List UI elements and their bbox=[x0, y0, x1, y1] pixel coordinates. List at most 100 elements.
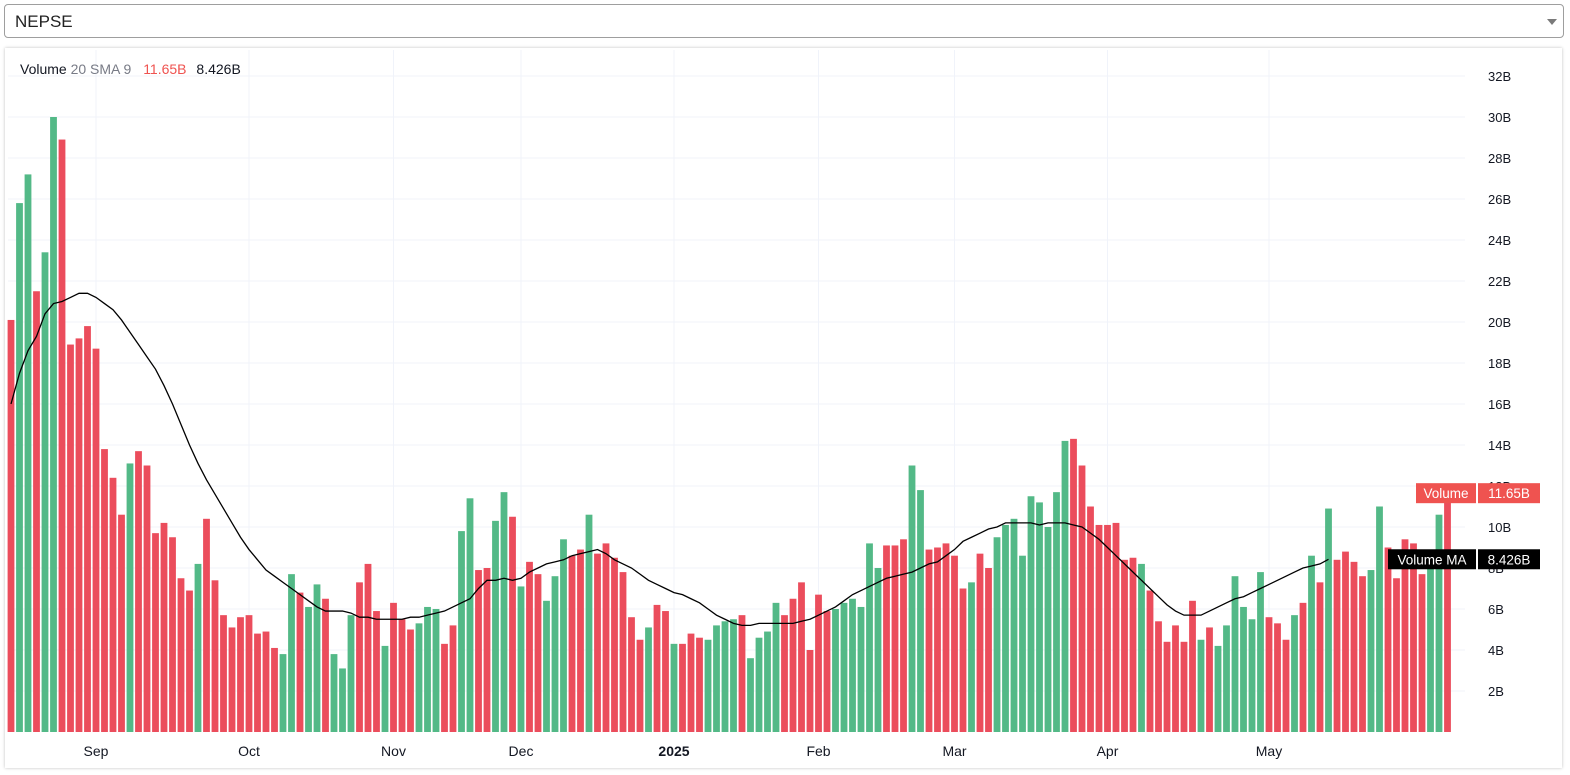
volume-bar bbox=[925, 549, 933, 732]
y-tick-label: 28B bbox=[1488, 151, 1511, 166]
volume-bar bbox=[696, 637, 703, 732]
volume-bar bbox=[228, 627, 236, 732]
volume-bar bbox=[636, 639, 644, 732]
volume-bar bbox=[41, 252, 49, 733]
volume-bar bbox=[747, 658, 754, 732]
volume-bar bbox=[823, 611, 831, 732]
volume-bar bbox=[1418, 574, 1426, 732]
volume-bar bbox=[322, 598, 329, 732]
volume-bar bbox=[305, 606, 312, 732]
volume-bar bbox=[959, 588, 967, 732]
volume-bar bbox=[203, 518, 210, 732]
volume-bar bbox=[364, 563, 372, 732]
volume-bar bbox=[254, 633, 261, 732]
volume-bar bbox=[1282, 639, 1290, 732]
x-tick-label: Dec bbox=[509, 743, 534, 759]
volume-bar bbox=[373, 611, 380, 732]
volume-bar bbox=[186, 590, 193, 732]
volume-bar bbox=[1350, 561, 1358, 732]
volume-bar bbox=[883, 545, 890, 732]
volume-price-label-value-bg bbox=[1478, 483, 1540, 504]
volume-bar bbox=[1342, 551, 1349, 732]
volume-bar bbox=[1427, 553, 1434, 732]
volume-bar bbox=[109, 477, 117, 732]
volume-bar bbox=[1274, 623, 1281, 732]
volume-bar bbox=[262, 631, 270, 732]
x-tick-label: May bbox=[1256, 743, 1282, 759]
volume-bar bbox=[1163, 641, 1171, 732]
x-tick-label: Feb bbox=[806, 743, 830, 759]
volume-bar bbox=[500, 492, 508, 732]
volume-bar bbox=[330, 654, 338, 732]
y-tick-label: 16B bbox=[1488, 397, 1511, 412]
volume-bar bbox=[271, 647, 278, 732]
volume-bar bbox=[849, 598, 856, 732]
volume-bar bbox=[985, 568, 992, 732]
volume-bar bbox=[1112, 522, 1120, 732]
volume-bar bbox=[16, 203, 23, 733]
volume-bar bbox=[798, 582, 805, 732]
volume-bar bbox=[50, 117, 57, 732]
volume-bar bbox=[772, 602, 780, 732]
x-tick-label: Mar bbox=[942, 743, 966, 759]
volume-bar bbox=[1180, 641, 1188, 732]
volume-bar bbox=[441, 643, 448, 732]
volume-bar bbox=[942, 543, 950, 732]
volume-bar bbox=[560, 539, 567, 732]
x-tick-label: Nov bbox=[381, 743, 406, 759]
volume-bar bbox=[1027, 496, 1035, 732]
volume-bar bbox=[721, 621, 729, 732]
volume-bar bbox=[33, 291, 40, 732]
volume-bar bbox=[126, 463, 134, 732]
ma-line bbox=[10, 292, 1329, 627]
volume-bar bbox=[645, 627, 652, 732]
volume-bar bbox=[704, 639, 712, 732]
volume-bar bbox=[687, 633, 695, 732]
volume-bar bbox=[1197, 639, 1205, 732]
volume-bar bbox=[968, 582, 975, 732]
volume-bar bbox=[1359, 576, 1366, 732]
volume-bar bbox=[75, 338, 83, 732]
volume-bar bbox=[840, 602, 848, 732]
y-tick-label: 24B bbox=[1488, 233, 1511, 248]
volume-bar bbox=[1078, 465, 1086, 732]
volume-bar bbox=[1172, 625, 1179, 732]
legend-name: Volume bbox=[20, 61, 67, 77]
symbol-select[interactable]: NEPSE bbox=[4, 4, 1564, 38]
y-tick-label: 22B bbox=[1488, 274, 1511, 289]
volume-bar bbox=[713, 625, 720, 732]
volume-bar bbox=[1036, 502, 1043, 732]
chevron-down-icon[interactable] bbox=[1547, 19, 1557, 25]
volume-bar bbox=[806, 650, 814, 732]
volume-bar bbox=[390, 602, 397, 732]
volume-bar bbox=[424, 606, 431, 732]
volume-bar bbox=[764, 631, 771, 732]
ma-price-label-name-bg bbox=[1388, 549, 1476, 570]
legend-params: 20 SMA 9 bbox=[70, 61, 132, 77]
volume-bar bbox=[1444, 493, 1451, 732]
volume-bar bbox=[781, 615, 788, 732]
volume-bar bbox=[398, 619, 406, 732]
volume-bar bbox=[1257, 572, 1264, 732]
y-tick-label: 2B bbox=[1488, 684, 1504, 699]
volume-bar bbox=[415, 623, 423, 732]
volume-bar bbox=[84, 326, 91, 732]
volume-bar bbox=[356, 582, 363, 732]
volume-bar bbox=[313, 584, 321, 732]
volume-bar bbox=[934, 547, 941, 732]
ma-price-label: Volume MA 8.426B bbox=[1388, 549, 1540, 570]
volume-bar bbox=[1231, 576, 1239, 732]
volume-bar bbox=[1129, 557, 1137, 732]
volume-bar bbox=[288, 574, 295, 732]
volume-bar bbox=[118, 514, 125, 732]
volume-bar bbox=[1189, 600, 1196, 732]
volume-bar bbox=[611, 557, 618, 732]
y-tick-label: 26B bbox=[1488, 192, 1511, 207]
x-tick-label: Apr bbox=[1097, 743, 1119, 759]
volume-bar bbox=[1401, 539, 1409, 732]
volume-price-label: Volume 11.65B bbox=[1416, 483, 1540, 504]
volume-bar bbox=[220, 615, 227, 732]
volume-bar bbox=[993, 537, 1001, 732]
volume-bar bbox=[1019, 555, 1026, 732]
